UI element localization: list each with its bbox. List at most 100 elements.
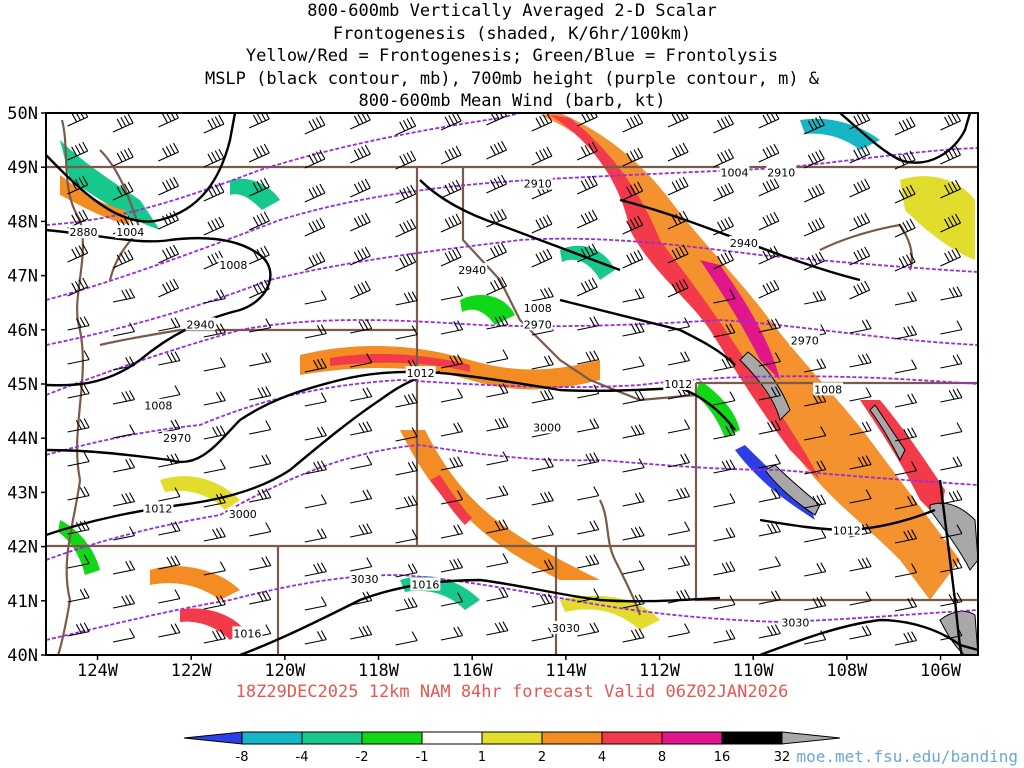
wind-barb: [849, 557, 872, 572]
colorbar-segment: [601, 731, 663, 745]
wind-barb: [713, 391, 736, 406]
wind-barb: [667, 419, 691, 434]
lon-label: 114W: [545, 661, 587, 681]
wind-barb: [849, 212, 871, 232]
wind-barb: [531, 389, 554, 404]
wind-barb: [304, 528, 327, 543]
wind-barb: [713, 250, 734, 270]
colorbar-label: 1: [478, 750, 486, 765]
height-label: 2970: [524, 318, 552, 331]
wind-barb: [804, 358, 827, 373]
wind-barb: [440, 422, 464, 437]
colorbar-segment: [421, 731, 483, 745]
wind-barb: [940, 558, 963, 573]
wind-barb: [158, 555, 181, 570]
wind-barb: [758, 522, 781, 537]
wind-barb: [249, 318, 272, 333]
wind-barb: [486, 553, 509, 568]
wind-barb: [486, 485, 509, 500]
wind-barb: [622, 492, 645, 507]
wind-barb: [577, 486, 600, 501]
lat-label: 43N: [7, 483, 38, 503]
wind-barb: [577, 588, 600, 603]
wind-barb: [112, 322, 136, 337]
wind-barb: [249, 420, 272, 435]
wind-barb: [622, 113, 644, 133]
height-label-bg: [522, 176, 553, 190]
wind-barb: [349, 113, 371, 130]
wind-barb: [894, 218, 916, 238]
lat-label: 42N: [7, 538, 38, 558]
wind-barb: [440, 145, 462, 165]
wind-barb: [940, 388, 963, 403]
wind-barb: [304, 630, 327, 645]
height-label: 3030: [781, 616, 809, 629]
wind-barb: [804, 290, 827, 305]
wind-barb: [531, 248, 553, 268]
height-label: 2940: [187, 318, 215, 331]
wind-barb: [894, 597, 918, 612]
height-label-bg: [766, 165, 797, 179]
wind-barb: [758, 245, 780, 265]
wind-barb: [203, 629, 226, 644]
wind-barb: [67, 209, 89, 229]
colorbar-segment: [721, 731, 783, 745]
wind-barb: [440, 247, 462, 267]
wind-barb: [486, 242, 507, 262]
wind-barb: [713, 459, 736, 474]
wind-barb: [713, 629, 736, 644]
height-label: 3000: [229, 508, 257, 521]
height-label-bg: [550, 620, 581, 634]
lat-label: 41N: [7, 592, 38, 612]
wind-barb: [894, 184, 916, 204]
height-label: 3030: [350, 573, 378, 586]
wind-barb: [758, 590, 781, 605]
wind-barb: [804, 630, 827, 645]
wind-barb: [667, 278, 689, 298]
wind-barb: [894, 427, 918, 442]
wind-barb: [667, 142, 689, 162]
lat-label: 47N: [7, 267, 38, 287]
wind-barb: [395, 184, 417, 204]
mslp-label: 1012: [407, 367, 435, 380]
lat-label: 48N: [7, 212, 38, 232]
wind-barb: [158, 419, 181, 434]
wind-barb: [940, 247, 961, 267]
wind-barb: [486, 208, 507, 228]
wind-barb: [112, 560, 136, 575]
title-line-5: 800-600mb Mean Wind (barb, kt): [358, 91, 666, 111]
lon-label: 116W: [452, 661, 494, 681]
mslp-label-bg: [719, 165, 750, 179]
wind-barb: [849, 591, 872, 606]
wind-barb: [486, 417, 509, 432]
wind-barb: [304, 324, 327, 339]
wind-barb: [349, 280, 371, 300]
wind-barb: [395, 252, 417, 272]
mslp-label: 1012: [833, 524, 861, 537]
colorbar-segment: [661, 731, 723, 745]
lon-label: 124W: [77, 661, 119, 681]
wind-barb: [894, 495, 918, 510]
wind-barb: [350, 557, 373, 572]
wind-barb: [622, 594, 645, 609]
wind-barb: [249, 352, 272, 367]
wind-barb: [158, 589, 181, 604]
wind-barb: [758, 177, 780, 197]
wind-barb: [395, 116, 417, 136]
wind-barb: [849, 387, 872, 402]
wind-barb: [531, 355, 554, 370]
colorbar-segment: [241, 731, 303, 745]
wind-barb: [67, 243, 89, 263]
wind-barb: [576, 243, 598, 263]
mslp-label-bg: [663, 377, 694, 390]
wind-barb: [622, 390, 645, 405]
wind-barb: [249, 386, 272, 401]
colorbar-segment: [361, 731, 423, 745]
wind-barb: [112, 458, 136, 473]
wind-barb: [849, 489, 872, 504]
wind-barb: [622, 356, 645, 371]
wind-barb: [158, 521, 181, 536]
wind-barb: [112, 113, 134, 133]
colorbar-label: -1: [416, 750, 429, 765]
wind-barb: [203, 527, 226, 542]
